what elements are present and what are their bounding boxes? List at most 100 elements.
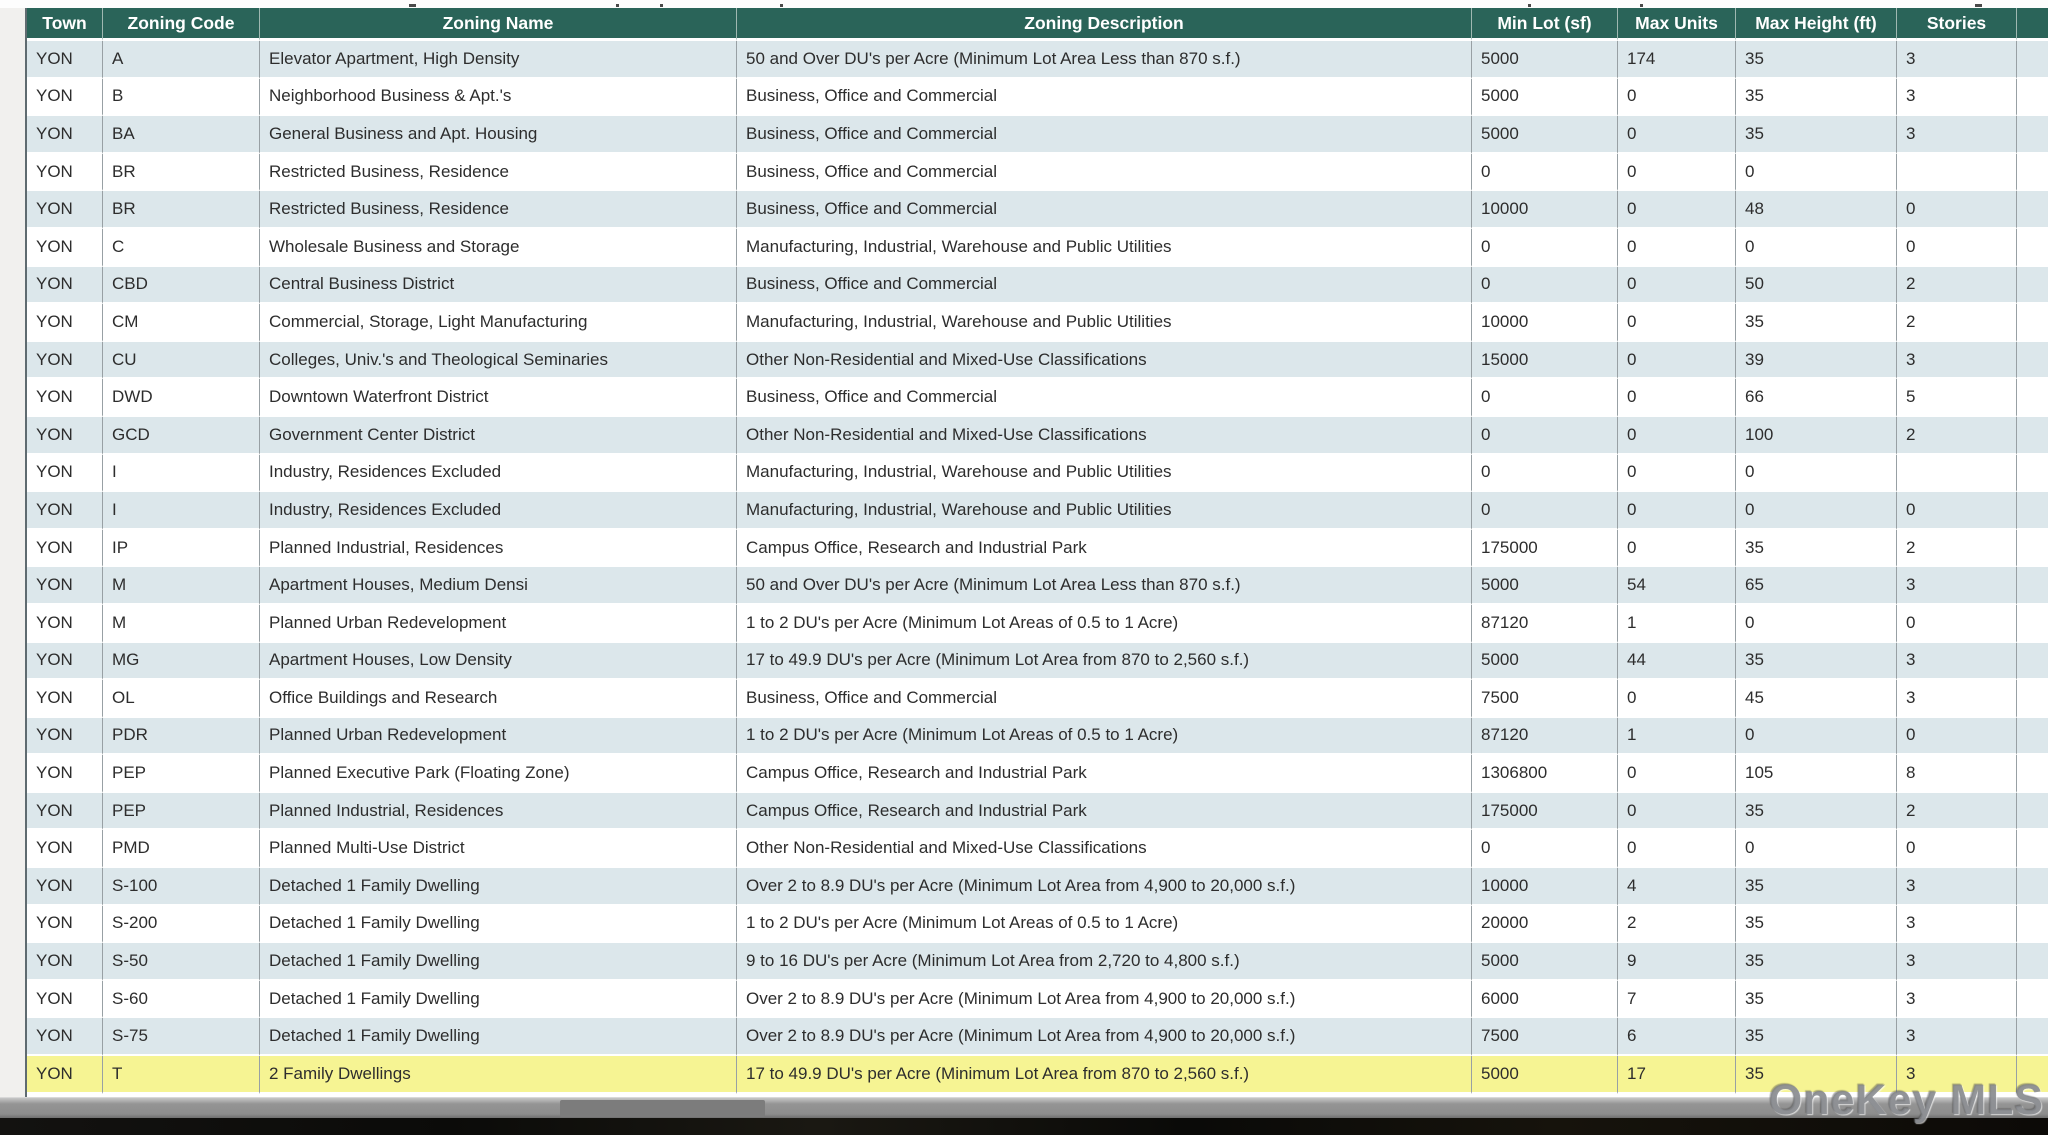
cell-max_height: 35 [1736,868,1897,906]
cell-stories: 3 [1897,41,2017,79]
table-row[interactable]: YON MG Apartment Houses, Low Density 17 to … [27,642,2048,681]
cell-description: Business, Office and Commercial [737,266,1472,305]
cutoff-text-fragment [409,4,416,7]
cell-town: YON [27,529,103,568]
cell-max_height: 48 [1736,191,1897,229]
table-row[interactable]: YON CBD Central Business District Business,… [27,266,2048,305]
cell-spacer [2017,492,2048,530]
table-row[interactable]: YON S-100 Detached 1 Family Dwelling Over 2… [27,868,2048,906]
cell-spacer [2017,567,2048,605]
cell-min_lot: 175000 [1472,792,1618,831]
table-row[interactable]: YON M Apartment Houses, Medium Densi 50 and… [27,567,2048,605]
table-row[interactable]: YON BR Restricted Business, Residence Busin… [27,153,2048,192]
cutoff-text-fragment [616,4,619,7]
table-row[interactable]: YON C Wholesale Business and Storage Manufa… [27,228,2048,267]
cell-name: Detached 1 Family Dwelling [260,868,737,906]
cell-town: YON [27,266,103,305]
table-row[interactable]: YON GCD Government Center District Other No… [27,416,2048,455]
table-row[interactable]: YON CU Colleges, Univ.'s and Theological S… [27,341,2048,380]
cell-max_height: 35 [1736,78,1897,117]
cell-description: Over 2 to 8.9 DU's per Acre (Minimum Lot… [737,868,1472,906]
cell-code: CM [103,304,260,342]
table-row[interactable]: YON M Planned Urban Redevelopment 1 to 2 DU… [27,604,2048,643]
cell-code: I [103,454,260,493]
cell-min_lot: 10000 [1472,868,1618,906]
cell-town: YON [27,304,103,342]
table-row[interactable]: YON S-50 Detached 1 Family Dwelling 9 to 16… [27,943,2048,981]
cell-min_lot: 6000 [1472,980,1618,1019]
cell-town: YON [27,868,103,906]
table-row[interactable]: YON S-75 Detached 1 Family Dwelling Over 2 … [27,1018,2048,1057]
cell-min_lot: 0 [1472,492,1618,530]
cell-max_units: 1 [1618,604,1736,643]
cell-min_lot: 0 [1472,830,1618,869]
cell-stories: 2 [1897,416,2017,455]
cell-name: Industry, Residences Excluded [260,454,737,493]
table-row[interactable]: YON B Neighborhood Business & Apt.'s Busine… [27,78,2048,117]
table-row[interactable]: YON PDR Planned Urban Redevelopment 1 to 2 … [27,717,2048,756]
cutoff-text-fragment [1528,4,1531,7]
cell-min_lot: 15000 [1472,341,1618,380]
zoning-table: Town Zoning Code Zoning Name Zoning Descrip… [27,8,2048,1094]
table-row[interactable]: YON PMD Planned Multi-Use District Other No… [27,830,2048,869]
horizontal-scrollbar[interactable] [0,1097,2048,1118]
table-body: YON A Elevator Apartment, High Density 50 a… [27,41,2048,1094]
table-row[interactable]: YON OL Office Buildings and Research Busine… [27,680,2048,718]
cell-max_units: 0 [1618,416,1736,455]
table-row[interactable]: YON S-200 Detached 1 Family Dwelling 1 to 2… [27,905,2048,944]
cell-stories: 3 [1897,980,2017,1019]
cell-spacer [2017,153,2048,192]
cell-code: B [103,78,260,117]
cell-stories: 3 [1897,868,2017,906]
cell-max_units: 1 [1618,717,1736,756]
cell-description: Business, Office and Commercial [737,153,1472,192]
cell-min_lot: 5000 [1472,1056,1618,1094]
cell-code: MG [103,642,260,681]
table-row[interactable]: YON I Industry, Residences Excluded Manufac… [27,492,2048,530]
onekey-mls-watermark: OneKey MLS [1768,1076,2044,1124]
table-row[interactable]: YON S-60 Detached 1 Family Dwelling Over 2 … [27,980,2048,1019]
cell-max_units: 0 [1618,116,1736,154]
cell-spacer [2017,868,2048,906]
cell-spacer [2017,792,2048,831]
cell-max_units: 0 [1618,153,1736,192]
cell-description: Over 2 to 8.9 DU's per Acre (Minimum Lot… [737,980,1472,1019]
header-row: Town Zoning Code Zoning Name Zoning Descrip… [27,8,2048,41]
table-row[interactable]: YON I Industry, Residences Excluded Manufac… [27,454,2048,493]
scrollbar-thumb[interactable] [560,1100,765,1117]
cell-town: YON [27,78,103,117]
cell-town: YON [27,379,103,417]
cell-max_units: 0 [1618,680,1736,718]
table-row[interactable]: YON BA General Business and Apt. Housing Bu… [27,116,2048,154]
cell-description: Business, Office and Commercial [737,78,1472,117]
column-header-code: Zoning Code [103,8,260,41]
cell-code: S-75 [103,1018,260,1057]
cell-min_lot: 10000 [1472,191,1618,229]
cell-code: I [103,492,260,530]
cell-name: Apartment Houses, Medium Densi [260,567,737,605]
cell-code: T [103,1056,260,1094]
cell-max_height: 0 [1736,228,1897,267]
cell-stories: 3 [1897,642,2017,681]
cell-description: Manufacturing, Industrial, Warehouse and… [737,228,1472,267]
table-row[interactable]: YON BR Restricted Business, Residence Busin… [27,191,2048,229]
cell-max_units: 44 [1618,642,1736,681]
cell-code: BA [103,116,260,154]
table-row[interactable]: YON DWD Downtown Waterfront District Busine… [27,379,2048,417]
table-row[interactable]: YON PEP Planned Executive Park (Floating Z… [27,755,2048,793]
table-row[interactable]: YON PEP Planned Industrial, Residences Camp… [27,792,2048,831]
cell-spacer [2017,604,2048,643]
cell-max_height: 35 [1736,1056,1897,1094]
table-row[interactable]: YON CM Commercial, Storage, Light Manufact… [27,304,2048,342]
cell-min_lot: 5000 [1472,116,1618,154]
cell-name: Colleges, Univ.'s and Theological Semina… [260,341,737,380]
cell-code: PMD [103,830,260,869]
cell-town: YON [27,153,103,192]
table-row-highlighted[interactable]: YON T 2 Family Dwellings 17 to 49.9 DU's pe… [27,1056,2048,1094]
table-row[interactable]: YON IP Planned Industrial, Residences Campu… [27,529,2048,568]
table-row[interactable]: YON A Elevator Apartment, High Density 50 a… [27,41,2048,79]
cell-min_lot: 5000 [1472,567,1618,605]
cell-max_height: 50 [1736,266,1897,305]
cell-code: S-100 [103,868,260,906]
cell-name: Restricted Business, Residence [260,191,737,229]
